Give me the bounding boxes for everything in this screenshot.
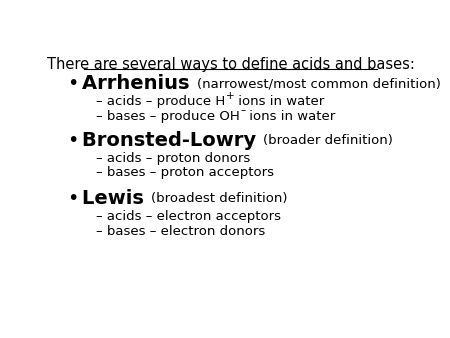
Text: – acids – electron acceptors: – acids – electron acceptors: [96, 210, 281, 223]
Text: – acids – proton donors: – acids – proton donors: [96, 152, 251, 165]
Text: There are several ways to define acids and bases:: There are several ways to define acids a…: [47, 57, 414, 72]
Text: •: •: [68, 189, 79, 208]
Text: +: +: [225, 91, 234, 101]
Text: Arrhenius: Arrhenius: [82, 74, 197, 93]
Text: (narrowest/most common definition): (narrowest/most common definition): [197, 77, 441, 90]
Text: – bases – produce OH: – bases – produce OH: [96, 110, 240, 123]
Text: Bronsted-Lowry: Bronsted-Lowry: [82, 131, 263, 150]
Text: –: –: [240, 105, 245, 115]
Text: – acids – produce H: – acids – produce H: [96, 95, 225, 108]
Text: •: •: [68, 131, 79, 150]
Text: (broadest definition): (broadest definition): [151, 192, 288, 204]
Text: ions in water: ions in water: [245, 110, 336, 123]
Text: – bases – proton acceptors: – bases – proton acceptors: [96, 166, 274, 179]
Text: •: •: [68, 74, 79, 93]
Text: (broader definition): (broader definition): [263, 134, 393, 147]
Text: – bases – electron donors: – bases – electron donors: [96, 224, 266, 238]
Text: Lewis: Lewis: [82, 189, 151, 208]
Text: ions in water: ions in water: [234, 95, 324, 108]
